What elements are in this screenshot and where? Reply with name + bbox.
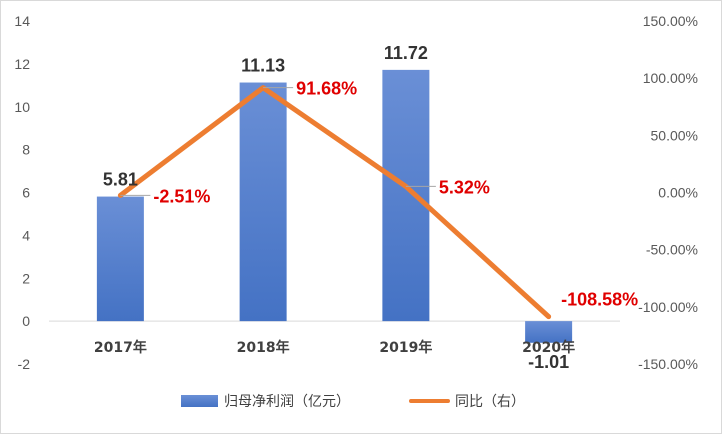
line-value-label: -108.58% [561,290,638,310]
left-axis-tick-label: 2 [22,270,30,286]
bar-value-label: 11.72 [384,43,428,63]
bar-0 [96,196,144,322]
left-axis-tick-label: 4 [22,227,30,243]
right-axis-tick-label: 150.00% [643,13,698,29]
right-axis-tick-label: -100.00% [638,299,698,315]
legend-bar-swatch [181,395,218,407]
left-axis-tick-label: 8 [22,142,30,158]
right-axis-tick-label: -150.00% [638,356,698,372]
right-axis-tick-label: 0.00% [658,185,698,201]
left-axis-tick-label: 14 [14,13,30,29]
left-axis-tick-label: 12 [14,56,30,72]
category-label: 2020年 [522,339,575,356]
right-axis-tick-label: 50.00% [651,127,698,143]
category-label: 2017年 [94,339,147,356]
legend: 归母净利润（亿元） 同比（右） [181,393,525,410]
legend-item-bar: 归母净利润（亿元） [181,393,350,410]
legend-line-label: 同比（右） [455,394,525,410]
category-label: 2019年 [379,339,432,356]
right-axis-tick-label: -50.00% [646,242,698,258]
left-axis-tick-label: -2 [18,356,31,372]
line-value-label: -2.51% [153,186,210,206]
right-axis-tick-label: 100.00% [643,70,698,86]
left-axis-tick-label: 6 [22,185,30,201]
bar-2 [382,69,430,322]
bar-value-label: 5.81 [103,170,138,190]
left-axis-tick-label: 0 [22,313,30,329]
line-series-path [117,85,552,320]
bar-1 [239,82,287,322]
left-axis-tick-label: 10 [14,99,30,115]
bar-3 [525,321,573,343]
legend-bar-label: 归母净利润（亿元） [224,393,350,410]
line-value-label: 91.68% [296,79,357,99]
line-value-label: 5.32% [439,177,490,197]
bar-value-label: 11.13 [241,56,285,76]
category-label: 2018年 [237,339,290,356]
legend-item-line: 同比（右） [409,394,525,410]
bar-value-label: -1.01 [528,352,569,372]
